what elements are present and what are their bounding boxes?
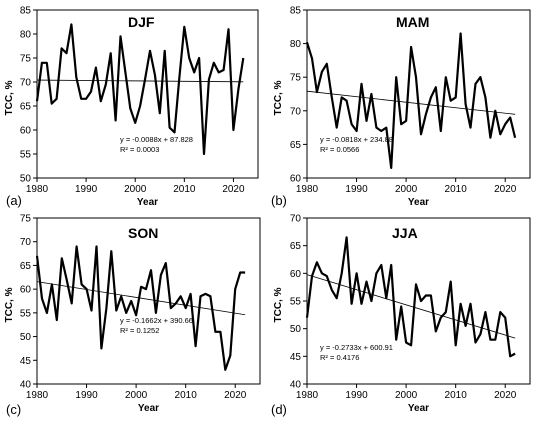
r-squared: R² = 0.4176 bbox=[320, 353, 359, 362]
panel-jja: 40 45 50 55 60 65 70 1980 1990 2000 2010 2020 y = -0… bbox=[271, 214, 531, 417]
y-axis-label: TCC, % bbox=[4, 287, 15, 322]
r-squared: R² = 0.1252 bbox=[120, 326, 159, 335]
y-tick-label: 50 bbox=[20, 332, 32, 343]
y-tick-label: 70 bbox=[290, 214, 302, 225]
y-tick-label: 75 bbox=[20, 214, 32, 225]
y-tick-label: 45 bbox=[20, 356, 32, 367]
panel-letter: (b) bbox=[271, 193, 287, 208]
plot-frame bbox=[306, 9, 531, 179]
y-tick-label: 65 bbox=[290, 241, 302, 252]
x-tick-label: 2020 bbox=[494, 184, 517, 195]
x-axis-label: Year bbox=[408, 403, 429, 414]
panel-djf: 50 55 60 65 70 75 80 85 1980 1990 2000 2010 2020 y = … bbox=[4, 6, 259, 208]
y-tick-label: 80 bbox=[290, 39, 302, 50]
tcc-series-line bbox=[305, 32, 517, 169]
r-squared: R² = 0.0566 bbox=[320, 145, 359, 154]
panel-letter: (a) bbox=[6, 193, 22, 208]
y-tick-label: 55 bbox=[20, 150, 32, 161]
x-tick-label: 2020 bbox=[224, 390, 247, 401]
y-tick-label: 60 bbox=[290, 269, 302, 280]
y-tick-label: 75 bbox=[290, 73, 302, 84]
trend-equation: y = -0.1662x + 390.66 bbox=[120, 316, 193, 325]
x-axis-label: Year bbox=[408, 197, 429, 208]
x-tick-label: 1980 bbox=[26, 184, 49, 195]
y-axis-label: TCC, % bbox=[273, 80, 284, 115]
y-tick-label: 85 bbox=[20, 6, 32, 17]
plot-frame bbox=[36, 217, 261, 385]
y-tick-label: 80 bbox=[20, 30, 32, 41]
y-tick-label: 85 bbox=[290, 6, 302, 17]
y-tick-label: 60 bbox=[20, 285, 32, 296]
y-axis-label: TCC, % bbox=[4, 80, 15, 115]
x-tick-label: 2000 bbox=[395, 390, 418, 401]
x-tick-label: 1990 bbox=[75, 390, 98, 401]
y-tick-label: 55 bbox=[20, 308, 32, 319]
x-tick-label: 2000 bbox=[124, 184, 147, 195]
y-tick-label: 60 bbox=[290, 174, 302, 185]
x-axis-label: Year bbox=[137, 197, 158, 208]
y-tick-label: 65 bbox=[290, 140, 302, 151]
panel-son: 40 45 50 55 60 65 70 75 1980 1990 2000 2010 2020 y = … bbox=[4, 214, 261, 417]
r-squared: R² = 0.0003 bbox=[120, 145, 159, 154]
tcc-series-line bbox=[305, 236, 516, 358]
tcc-series-line bbox=[35, 23, 245, 156]
trend-line bbox=[36, 79, 244, 83]
y-tick-label: 65 bbox=[20, 102, 32, 113]
x-tick-label: 1990 bbox=[75, 184, 98, 195]
panel-title: MAM bbox=[396, 14, 429, 30]
trend-equation: y = -0.0088x + 87.828 bbox=[120, 135, 193, 144]
x-tick-label: 1980 bbox=[26, 390, 49, 401]
panel-title: SON bbox=[128, 225, 158, 241]
y-axis-label: TCC, % bbox=[273, 287, 284, 322]
x-tick-label: 1980 bbox=[296, 390, 319, 401]
y-tick-label: 50 bbox=[290, 324, 302, 335]
x-tick-label: 2020 bbox=[494, 390, 517, 401]
y-tick-label: 55 bbox=[290, 297, 302, 308]
trend-line bbox=[36, 281, 246, 316]
y-tick-label: 40 bbox=[20, 380, 32, 391]
panel-mam: 60 65 70 75 80 85 1980 1990 2000 2010 2020 y = -0.0… bbox=[271, 6, 531, 208]
x-tick-label: 1980 bbox=[296, 184, 319, 195]
x-tick-label: 2010 bbox=[173, 184, 196, 195]
panel-title: DJF bbox=[128, 14, 155, 30]
y-tick-label: 75 bbox=[20, 54, 32, 65]
panel-title: JJA bbox=[392, 225, 418, 241]
y-tick-label: 70 bbox=[20, 237, 32, 248]
tcc-series-line bbox=[35, 245, 246, 371]
panel-letter: (c) bbox=[6, 402, 21, 417]
trend-equation: y = -0.0818x + 234.88 bbox=[320, 135, 393, 144]
x-tick-label: 2000 bbox=[395, 184, 418, 195]
y-tick-label: 40 bbox=[290, 380, 302, 391]
x-tick-label: 2010 bbox=[445, 184, 468, 195]
y-tick-label: 50 bbox=[20, 174, 32, 185]
y-tick-label: 60 bbox=[20, 126, 32, 137]
y-tick-label: 70 bbox=[290, 106, 302, 117]
x-tick-label: 1990 bbox=[345, 184, 368, 195]
trend-line bbox=[306, 274, 516, 339]
trend-line bbox=[306, 90, 516, 115]
x-tick-label: 2020 bbox=[222, 184, 245, 195]
trend-equation: y = -0.2733x + 600.91 bbox=[320, 343, 393, 352]
panel-letter: (d) bbox=[271, 402, 287, 417]
x-tick-label: 2010 bbox=[445, 390, 468, 401]
y-tick-label: 45 bbox=[290, 352, 302, 363]
y-tick-label: 70 bbox=[20, 78, 32, 89]
y-tick-label: 65 bbox=[20, 261, 32, 272]
x-tick-label: 2000 bbox=[125, 390, 148, 401]
x-axis-label: Year bbox=[138, 403, 159, 414]
x-tick-label: 1990 bbox=[345, 390, 368, 401]
x-tick-label: 2010 bbox=[175, 390, 198, 401]
